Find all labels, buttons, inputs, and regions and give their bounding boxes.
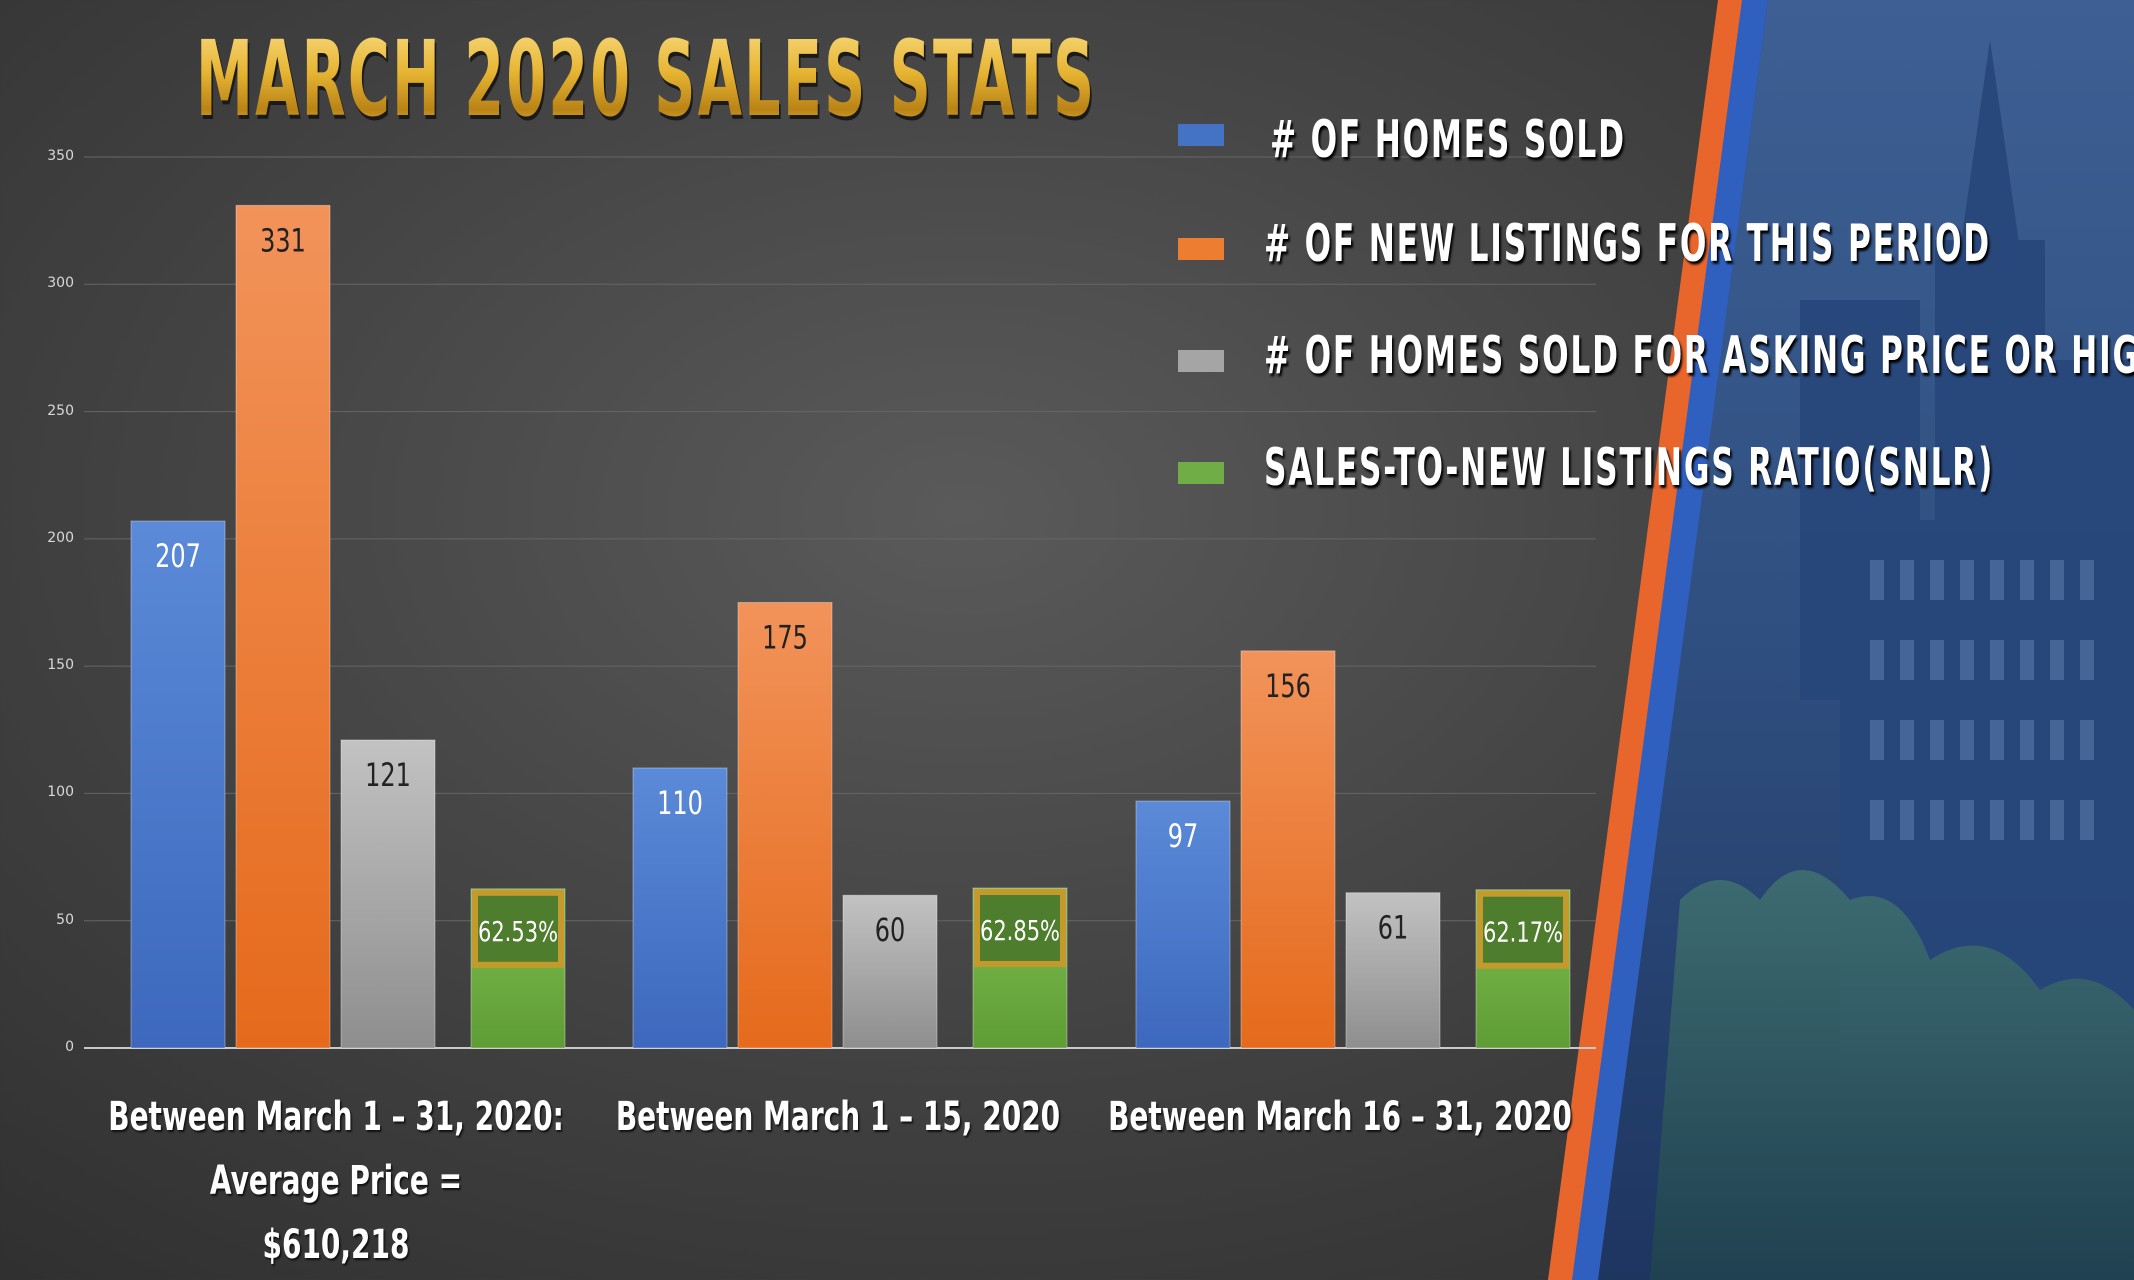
x-category-label-line: $610,218 — [262, 1222, 410, 1268]
y-tick-label: 50 — [56, 911, 74, 928]
data-label: 62.85% — [980, 914, 1060, 947]
data-label-box — [974, 889, 1066, 968]
bar-sold-asking-or-higher — [842, 894, 938, 1049]
x-category-label: Between March 1 – 15, 2020 — [572, 1085, 1104, 1149]
bar-homes-sold — [130, 520, 226, 1049]
y-tick-label: 250 — [47, 402, 74, 419]
bar-homes-sold — [1135, 800, 1231, 1049]
bar-sold-asking-or-higher — [340, 739, 436, 1049]
legend-label: # OF NEW LISTINGS FOR THIS PERIOD — [1264, 214, 1992, 274]
x-category-label-line: Between March 16 – 31, 2020 — [1108, 1094, 1572, 1140]
bar-new-listings — [235, 204, 331, 1049]
x-category-label: Between March 16 – 31, 2020 — [1074, 1085, 1606, 1149]
data-label: 110 — [657, 785, 703, 822]
y-tick-label: 350 — [47, 148, 74, 164]
y-tick-label: 150 — [47, 657, 74, 674]
legend-swatch — [1178, 124, 1224, 146]
x-category-label-line: Between March 1 – 15, 2020 — [615, 1094, 1061, 1140]
data-label: 175 — [762, 619, 808, 656]
bar-sold-asking-or-higher — [1345, 892, 1441, 1049]
data-label: 156 — [1265, 667, 1311, 704]
data-label: 121 — [365, 757, 411, 794]
data-label: 331 — [260, 222, 306, 259]
y-tick-label: 200 — [47, 529, 74, 546]
y-tick-label: 100 — [47, 784, 74, 801]
bar-homes-sold — [632, 767, 728, 1049]
legend-swatch — [1178, 238, 1224, 260]
data-label: 62.53% — [478, 915, 558, 948]
x-category-label: Between March 1 – 31, 2020: Average Pric… — [70, 1085, 602, 1277]
data-label-box — [1477, 890, 1569, 969]
data-label: 207 — [155, 538, 201, 575]
data-label: 60 — [875, 912, 906, 949]
bar-new-listings — [737, 602, 833, 1049]
y-tick-label: 300 — [47, 275, 74, 292]
legend-label: SALES-TO-NEW LISTINGS RATIO(SNLR) — [1264, 438, 1995, 498]
y-tick-label: 0 — [65, 1039, 74, 1055]
chart-title: MARCH 2020 SALES STATS — [196, 18, 1097, 140]
bar-new-listings — [1240, 650, 1336, 1049]
legend-label: # OF HOMES SOLD — [1270, 110, 1626, 170]
legend-label: # OF HOMES SOLD FOR ASKING PRICE OR HIGH… — [1264, 326, 2134, 386]
data-label: 97 — [1168, 818, 1199, 855]
x-category-label-line: Between March 1 – 31, 2020: Average Pric… — [108, 1094, 564, 1204]
data-label: 62.17% — [1483, 916, 1563, 949]
data-label-box — [472, 889, 564, 968]
legend-swatch — [1178, 350, 1224, 372]
data-label: 61 — [1378, 909, 1409, 946]
legend-swatch — [1178, 462, 1224, 484]
